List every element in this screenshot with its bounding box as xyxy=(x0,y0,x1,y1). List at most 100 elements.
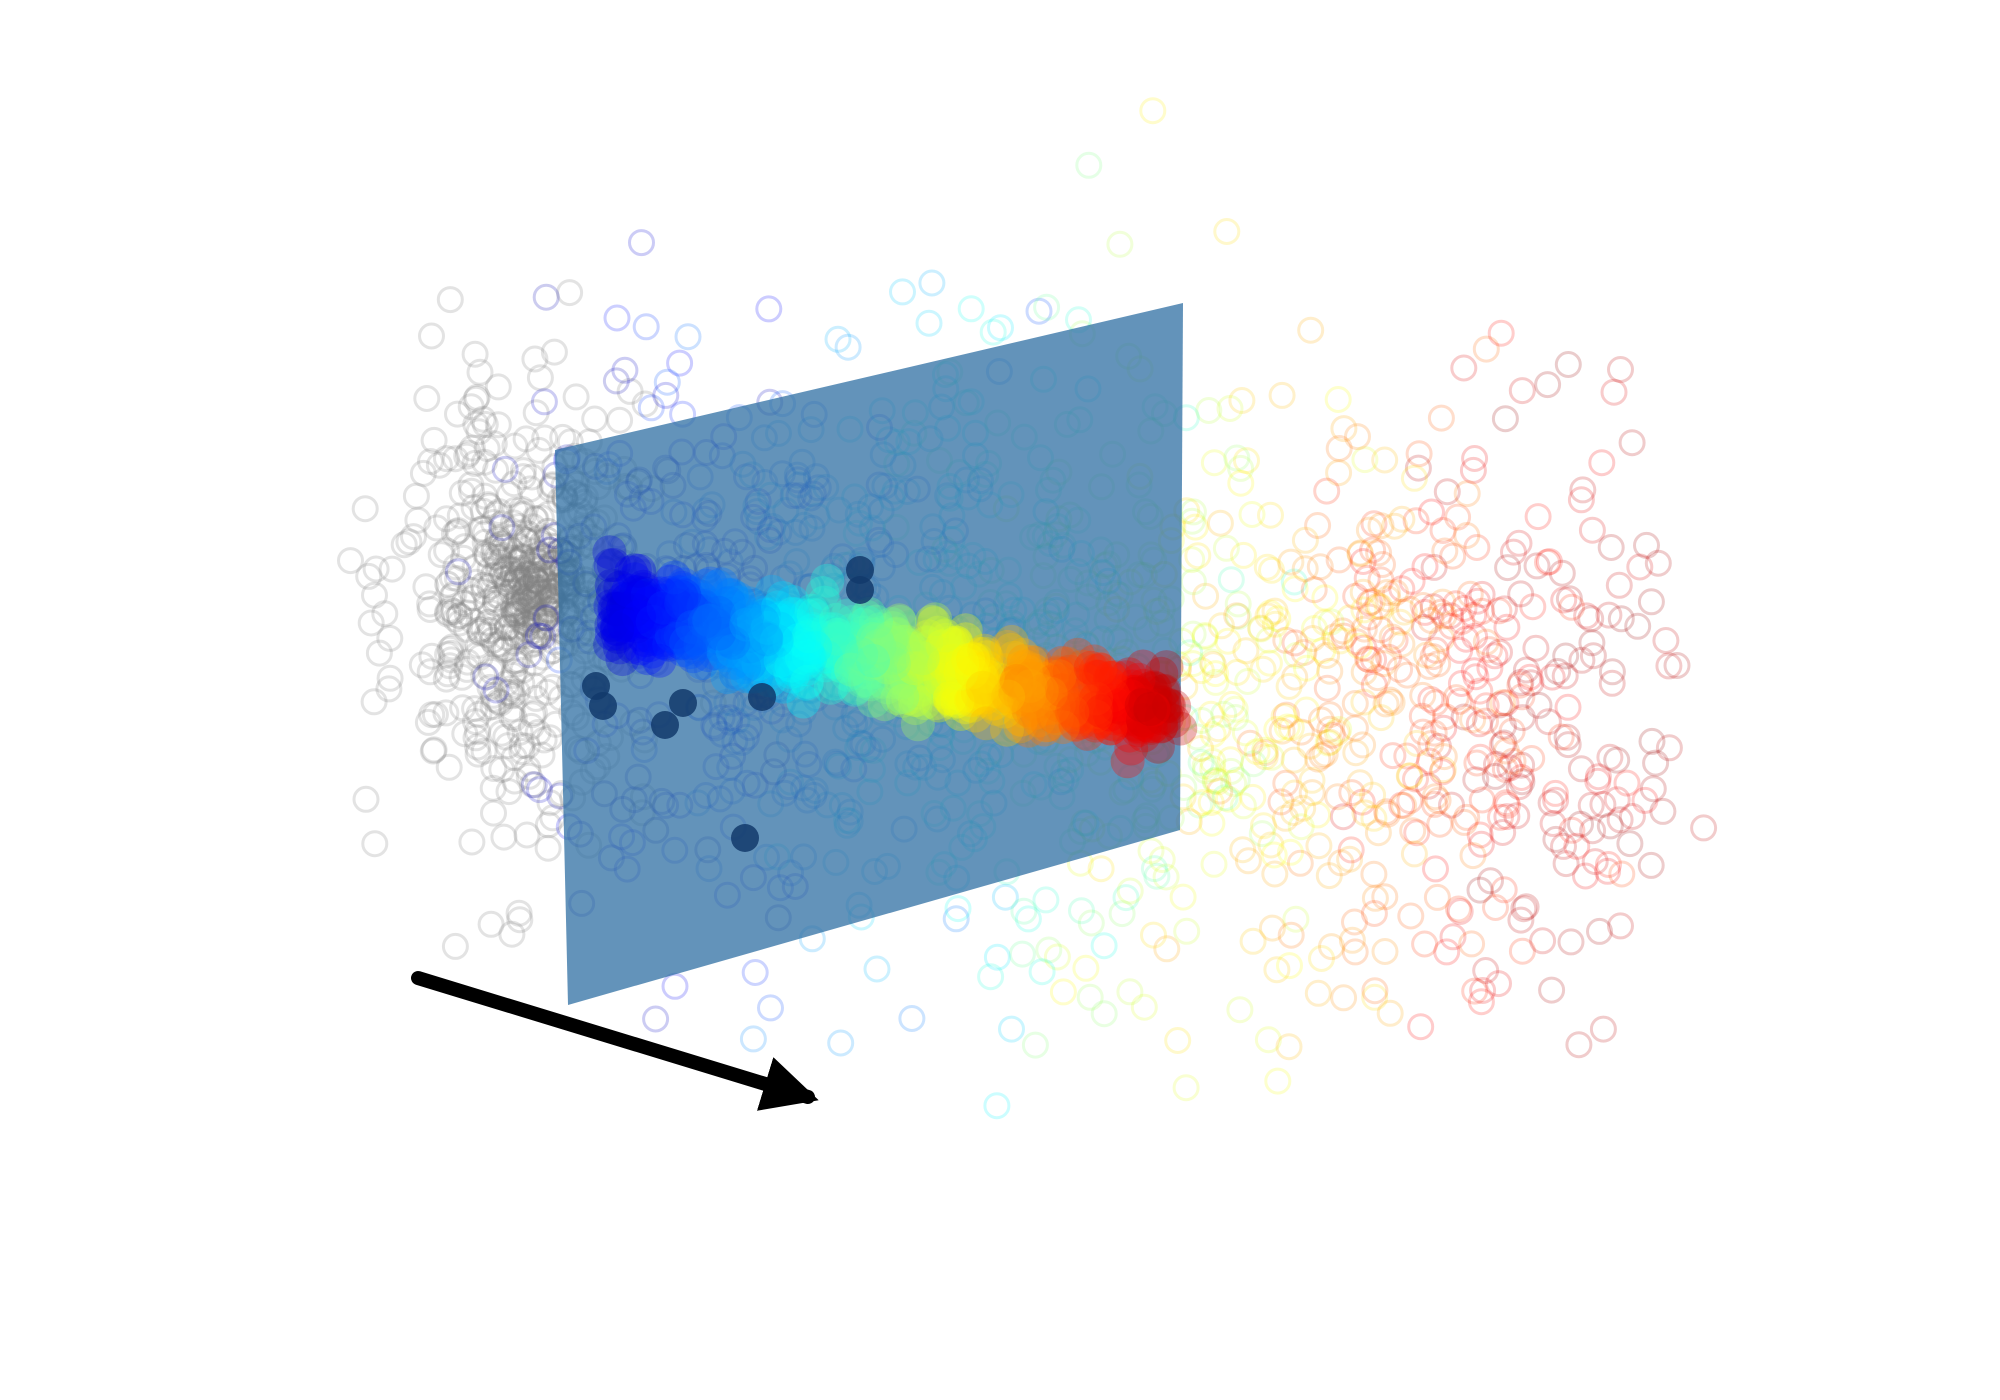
scatter-point-grey xyxy=(484,373,512,401)
scatter-point-grey xyxy=(376,624,404,652)
scatter-point-band xyxy=(636,622,671,656)
scatter-point-band xyxy=(593,548,628,583)
scatter-point-grey xyxy=(492,600,520,628)
scatter-point-band xyxy=(791,638,826,673)
scatter-point xyxy=(1461,622,1489,650)
scatter-point xyxy=(1418,498,1445,526)
scatter-point-band xyxy=(1115,669,1150,704)
scatter-point xyxy=(987,314,1014,342)
scatter-point-band xyxy=(949,661,984,696)
scatter-point xyxy=(1321,623,1349,651)
scatter-point-grey xyxy=(462,708,489,736)
scatter-point-grey xyxy=(362,555,390,583)
scatter-point-band xyxy=(838,646,873,681)
scatter-point-band xyxy=(749,620,784,655)
scatter-point-band xyxy=(745,627,780,662)
scatter-point-grey xyxy=(444,400,471,428)
scatter-point xyxy=(1542,825,1570,853)
scatter-point-grey xyxy=(481,589,509,617)
scatter-point xyxy=(1280,746,1308,774)
scatter-point-grey xyxy=(482,585,509,613)
scatter-point-band xyxy=(1041,661,1075,696)
scatter-point-grey xyxy=(522,684,550,712)
scatter-point-grey xyxy=(488,719,516,747)
scatter-point-band xyxy=(657,598,692,633)
scatter-point-band xyxy=(779,608,814,643)
scatter-point-dark xyxy=(731,824,759,852)
scatter-point xyxy=(1381,626,1409,654)
scatter-point xyxy=(1261,860,1289,888)
scatter-point xyxy=(1272,804,1299,832)
scatter-point xyxy=(1359,536,1387,564)
scatter-point xyxy=(1367,512,1395,540)
scatter-point-grey xyxy=(460,494,488,521)
scatter-point xyxy=(1547,723,1575,751)
scatter-point-band xyxy=(879,643,914,678)
scatter-point-band xyxy=(998,667,1033,702)
scatter-point-grey xyxy=(500,705,528,733)
scatter-point xyxy=(1482,894,1509,921)
scatter-point-grey xyxy=(451,533,479,561)
scatter-point-band xyxy=(996,640,1031,675)
scatter-point-band xyxy=(928,656,962,691)
scatter-point xyxy=(1522,634,1550,662)
scatter-point-grey xyxy=(351,495,379,523)
scatter-point-band xyxy=(772,603,807,638)
scatter-point-band xyxy=(932,625,967,660)
scatter-point-band xyxy=(785,617,820,652)
scatter-point-band xyxy=(1135,700,1170,735)
scatter-point-band xyxy=(1126,649,1160,684)
scatter-point xyxy=(1108,900,1136,928)
scatter-point-band xyxy=(1027,712,1062,747)
scatter-point-band xyxy=(813,670,848,705)
scatter-point-band xyxy=(810,563,845,598)
scatter-point-grey xyxy=(487,689,515,717)
scatter-point-band xyxy=(1123,705,1158,740)
scatter-point-band xyxy=(1011,655,1046,689)
scatter-point xyxy=(1378,623,1406,651)
scatter-point xyxy=(1360,860,1388,888)
scatter-point-grey xyxy=(455,439,482,467)
scatter-point xyxy=(1204,715,1232,743)
scatter-point-band xyxy=(667,601,702,636)
scatter-point xyxy=(1631,786,1659,814)
scatter-point xyxy=(1304,801,1332,829)
scatter-point-band xyxy=(722,625,757,660)
scatter-point xyxy=(1516,663,1544,691)
scatter-point xyxy=(1272,701,1300,729)
scatter-point xyxy=(1090,1000,1118,1028)
scatter-point-band xyxy=(627,580,662,615)
scatter-point-band xyxy=(882,603,917,638)
scatter-point-grey xyxy=(562,383,590,411)
scatter-point-band xyxy=(921,639,956,674)
scatter-point-grey xyxy=(528,530,556,558)
scatter-point xyxy=(1411,553,1439,581)
scatter-point-band xyxy=(788,641,823,676)
scatter-point xyxy=(1433,478,1461,506)
scatter-point-band xyxy=(674,597,709,632)
scatter-point-grey xyxy=(433,505,460,533)
scatter-point xyxy=(1198,648,1226,676)
scatter-point xyxy=(1663,652,1691,679)
scatter-point xyxy=(1191,622,1219,649)
scatter-point xyxy=(1447,670,1475,697)
scatter-point xyxy=(1420,719,1448,747)
scatter-point xyxy=(1255,626,1283,654)
scatter-point-band xyxy=(729,622,764,657)
scatter-point xyxy=(1411,598,1439,626)
scatter-point-grey xyxy=(458,828,486,856)
scatter-point xyxy=(1355,603,1383,631)
scatter-point-band xyxy=(1143,709,1178,744)
scatter-point-band xyxy=(666,567,701,602)
scatter-point-grey xyxy=(465,700,493,728)
scatter-point-grey xyxy=(378,555,406,583)
scatter-point xyxy=(1189,789,1217,816)
scatter-point xyxy=(1200,850,1228,878)
scatter-point xyxy=(1429,588,1457,616)
scatter-point-band xyxy=(866,621,901,656)
scatter-point xyxy=(1315,862,1343,890)
scatter-point-band xyxy=(900,707,935,742)
scatter-point xyxy=(1577,791,1605,819)
scatter-point-band xyxy=(615,629,650,664)
